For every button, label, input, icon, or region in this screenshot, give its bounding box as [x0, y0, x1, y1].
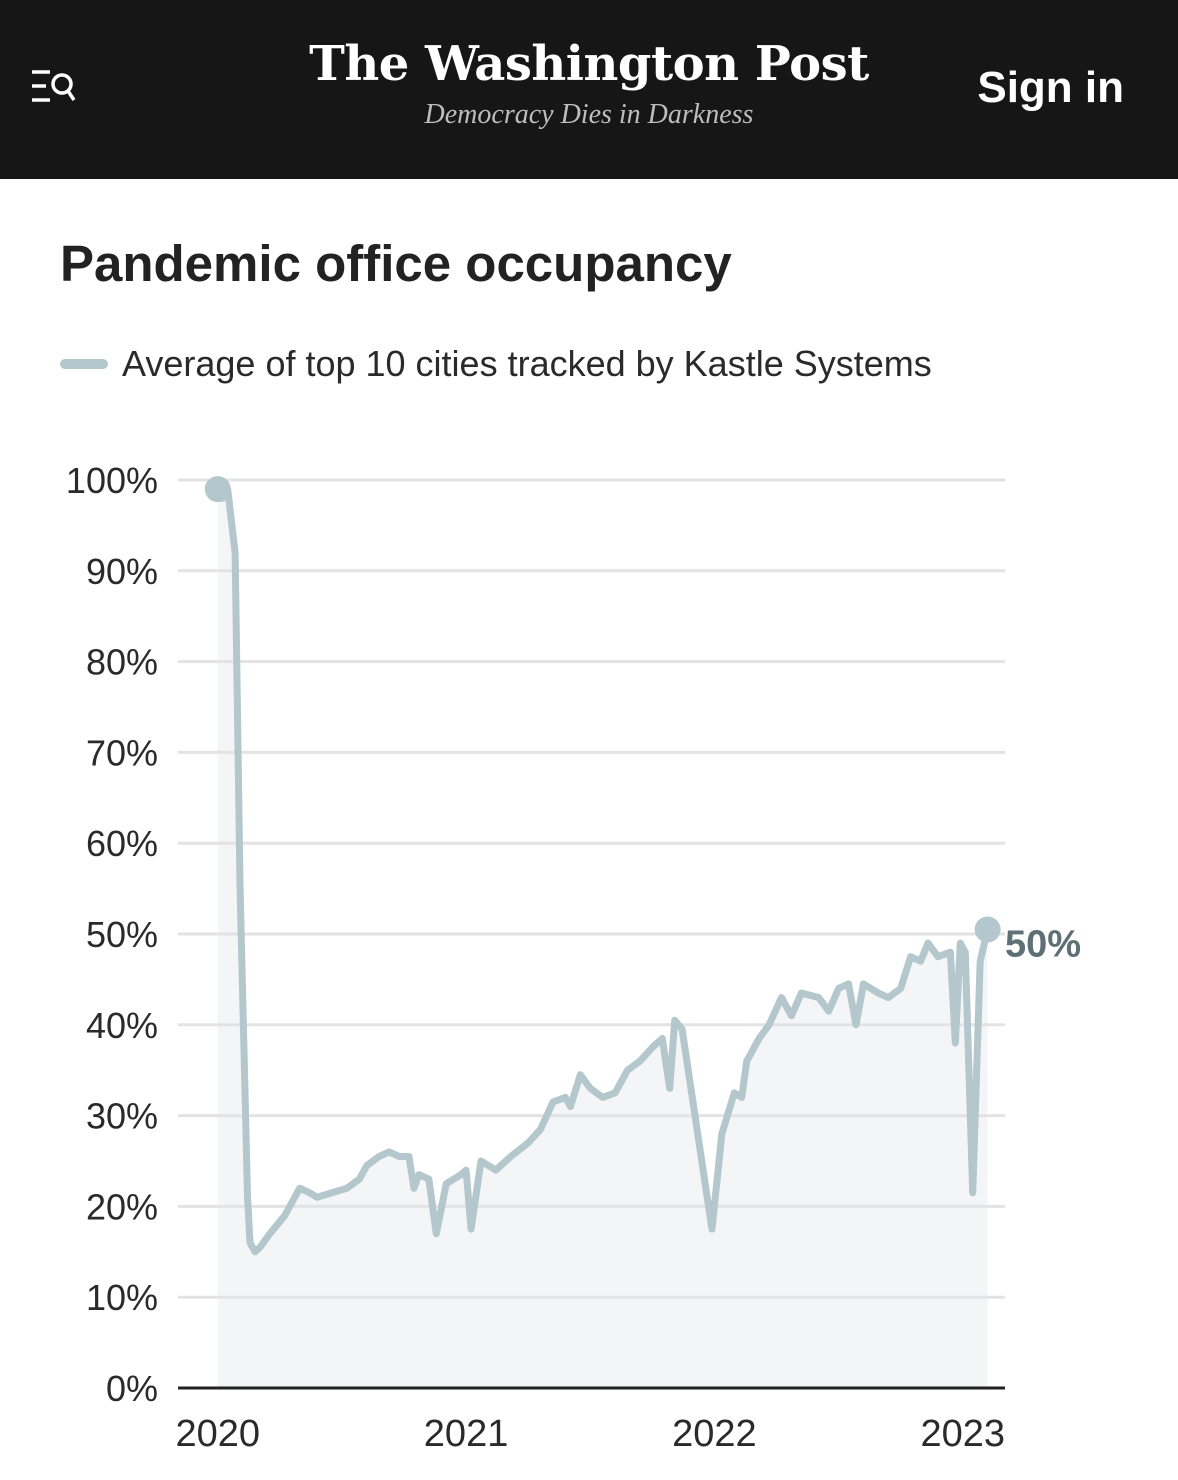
chart-legend: Average of top 10 cities tracked by Kast…: [60, 340, 932, 388]
legend-swatch: [60, 359, 108, 369]
y-tick-label: 60%: [86, 823, 158, 864]
x-tick-label: 2020: [175, 1413, 260, 1455]
sign-in-button[interactable]: Sign in: [977, 63, 1124, 112]
top-bar: The Washington Post Democracy Dies in Da…: [0, 0, 1178, 179]
y-tick-label: 40%: [86, 1005, 158, 1046]
start-point: [204, 476, 231, 503]
brand-logo[interactable]: The Washington Post: [309, 36, 869, 92]
x-tick-label: 2023: [921, 1413, 1006, 1455]
y-tick-label: 80%: [86, 642, 158, 683]
y-tick-label: 10%: [86, 1277, 158, 1318]
end-value-label: 50%: [1005, 923, 1081, 965]
menu-search-glyph: [32, 70, 76, 102]
y-tick-label: 90%: [86, 551, 158, 592]
legend-label: Average of top 10 cities tracked by Kast…: [122, 343, 932, 384]
y-tick-label: 30%: [86, 1096, 158, 1137]
occupancy-chart: 0% 10% 20% 30% 40% 50% 60% 70% 80% 90% 100% 2020 202…: [66, 460, 1081, 1455]
y-tick-label: 20%: [86, 1186, 158, 1227]
area-fill: [217, 489, 988, 1388]
x-tick-label: 2021: [424, 1413, 509, 1455]
y-tick-label: 0%: [106, 1368, 158, 1409]
brand-tagline: Democracy Dies in Darkness: [424, 99, 754, 130]
y-tick-label: 70%: [86, 732, 158, 773]
y-tick-label: 100%: [66, 460, 158, 501]
brand: The Washington Post Democracy Dies in Da…: [0, 34, 1178, 132]
y-tick-label: 50%: [86, 914, 158, 955]
series-line: [214, 485, 992, 1256]
end-point: [974, 916, 1001, 943]
chart-title: Pandemic office occupancy: [60, 235, 732, 292]
menu-search-icon[interactable]: [28, 66, 80, 110]
x-tick-label: 2022: [672, 1413, 757, 1455]
